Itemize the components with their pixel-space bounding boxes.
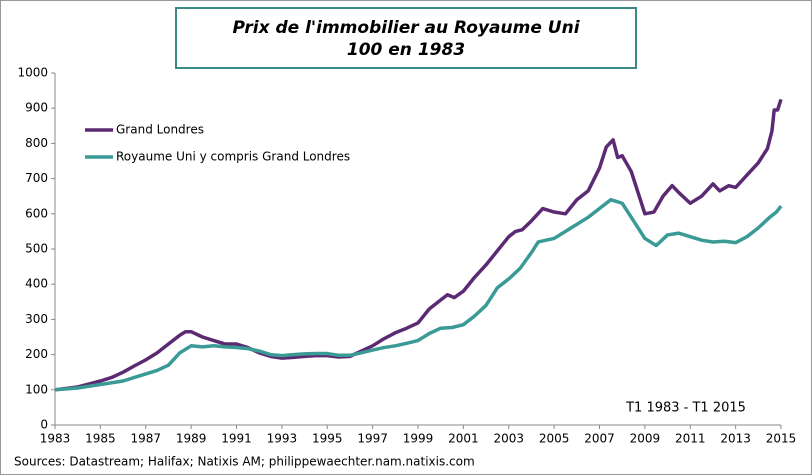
y-tick-label: 500 — [25, 242, 48, 256]
x-tick-label: 2005 — [539, 432, 570, 446]
y-tick-label: 900 — [25, 101, 48, 115]
source: Sources: Datastream; Halifax; Natixis AM… — [14, 455, 475, 469]
chart-subtitle: 100 en 1983 — [347, 40, 465, 60]
x-tick-label: 2015 — [766, 432, 797, 446]
legend-label: Royaume Uni y compris Grand Londres — [116, 150, 350, 164]
y-tick-label: 400 — [25, 277, 48, 291]
chart-title: Prix de l'immobilier au Royaume Uni — [232, 18, 580, 38]
legend-label: Grand Londres — [116, 123, 204, 137]
x-tick-label: 1993 — [267, 432, 298, 446]
x-tick-label: 2001 — [448, 432, 479, 446]
x-tick-label: 1985 — [85, 432, 116, 446]
y-tick-label: 1000 — [17, 66, 48, 80]
x-tick-label: 1999 — [403, 432, 434, 446]
x-tick-label: 1991 — [221, 432, 252, 446]
y-tick-label: 700 — [25, 171, 48, 185]
y-tick-label: 800 — [25, 136, 48, 150]
x-tick-label: 1995 — [312, 432, 343, 446]
line-series — [54, 98, 783, 392]
x-tick-label: 2003 — [493, 432, 524, 446]
y-tick-label: 100 — [25, 382, 48, 396]
x-tick-label: 1987 — [130, 432, 161, 446]
x-tick-label: 1983 — [40, 432, 71, 446]
y-tick-label: 300 — [25, 312, 48, 326]
y-tick-label: 0 — [40, 418, 48, 432]
x-tick-label: 2007 — [584, 432, 615, 446]
y-tick-label: 600 — [25, 206, 48, 220]
y-tick-label: 200 — [25, 347, 48, 361]
title-box — [175, 7, 637, 69]
x-tick-label: 2011 — [675, 432, 706, 446]
x-tick-label: 1997 — [357, 432, 388, 446]
x-tick-label: 2009 — [630, 432, 661, 446]
annotation: T1 1983 - T1 2015 — [625, 401, 746, 416]
x-tick-label: 1989 — [176, 432, 207, 446]
line-series — [54, 197, 783, 392]
x-tick-label: 2013 — [720, 432, 751, 446]
